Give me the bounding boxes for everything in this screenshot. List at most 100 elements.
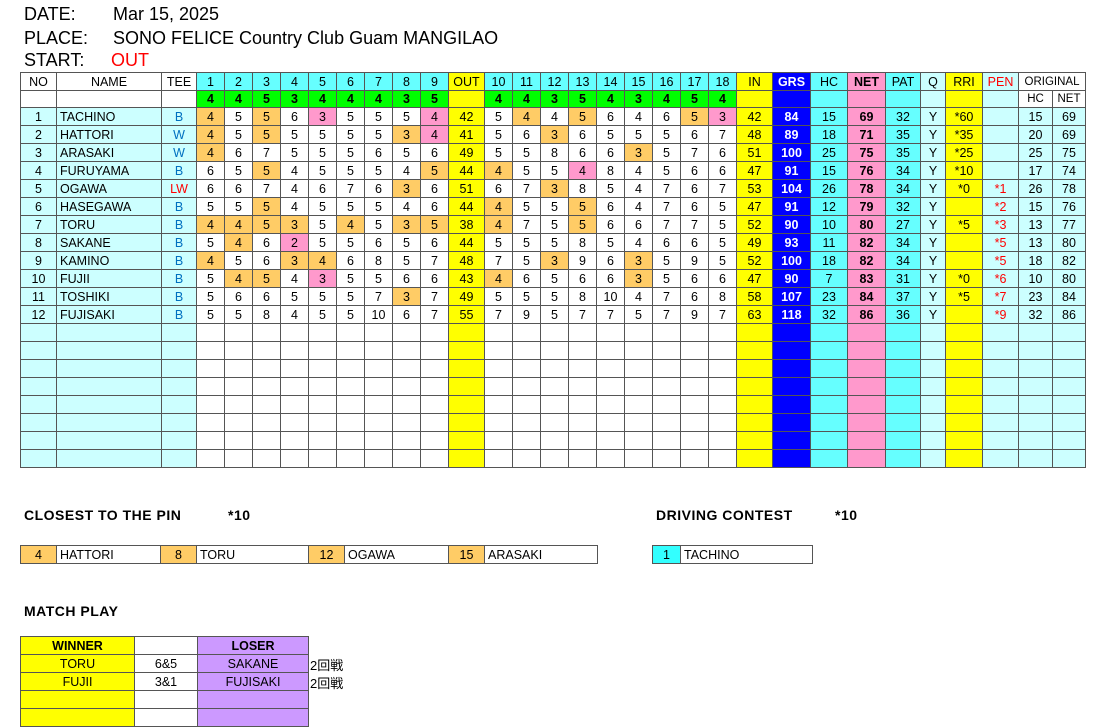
cell [196,431,225,450]
cell [945,323,983,342]
score-cell: 3 [308,269,337,288]
score-cell: 6 [708,143,737,162]
pat-cell: 35 [885,143,921,162]
original-hc-cell [1018,449,1053,468]
cell [252,449,281,468]
cell [336,395,365,414]
cell [56,431,162,450]
winner-header: WINNER [20,636,135,655]
cell [568,449,597,468]
cell [596,359,625,378]
in-cell: 49 [736,233,773,252]
q-cell: Y [920,179,946,198]
score-cell: 6 [596,107,625,126]
hc-cell: 18 [810,125,848,144]
pen-cell: *2 [982,197,1019,216]
column-header: PAT [885,72,921,91]
out-cell: 43 [448,269,485,288]
cell [982,359,1019,378]
cell [252,413,281,432]
net-cell: 71 [847,125,886,144]
cell [448,359,485,378]
no-cell: 5 [20,179,57,198]
score-cell: 5 [196,197,225,216]
score-cell: 5 [252,161,281,180]
score-cell: 5 [364,197,393,216]
column-header: 13 [568,72,597,91]
tee-cell: B [161,251,197,270]
par-blank [161,90,197,108]
column-header: 8 [392,72,421,91]
cell [736,413,773,432]
result-cell: 6&5 [134,654,198,673]
original-hc-cell: 26 [1018,179,1053,198]
cell [772,359,811,378]
column-header: 6 [336,72,365,91]
column-header: 17 [680,72,709,91]
cell [161,377,197,396]
pen-cell [982,107,1019,126]
out-cell: 41 [448,125,485,144]
pat-cell: 34 [885,179,921,198]
cell [596,413,625,432]
cell [540,359,569,378]
score-cell: 6 [652,107,681,126]
cell [20,449,57,468]
original-net-cell: 80 [1052,269,1086,288]
cell [680,395,709,414]
original-net-cell: 75 [1052,143,1086,162]
original-hc-cell: 13 [1018,215,1053,234]
par-cell: 3 [392,90,421,108]
score-cell: 5 [596,179,625,198]
name-cell: TORU [56,215,162,234]
driving-title: DRIVING CONTEST [656,507,793,523]
original-hc-cell: 18 [1018,251,1053,270]
pat-cell: 27 [885,215,921,234]
result-cell: 3&1 [134,672,198,691]
pin-hole: 4 [20,545,57,564]
score-cell: 7 [708,305,737,324]
drive-name: TACHINO [680,545,813,564]
tee-cell: W [161,143,197,162]
in-cell: 47 [736,197,773,216]
cell [56,449,162,468]
in-cell: 53 [736,179,773,198]
score-cell: 5 [224,161,253,180]
par-cell: 4 [484,90,513,108]
q-cell: Y [920,125,946,144]
hc-cell: 12 [810,197,848,216]
score-cell: 5 [196,305,225,324]
match-title: MATCH PLAY [24,603,119,619]
date-label: DATE: [24,4,76,24]
cell [161,359,197,378]
pen-cell: *3 [982,215,1019,234]
score-cell: 4 [420,125,449,144]
cell [708,359,737,378]
original-net-cell: 80 [1052,233,1086,252]
pen-cell: *7 [982,287,1019,306]
cell [885,431,921,450]
score-cell: 8 [364,251,393,270]
score-cell: 4 [196,251,225,270]
out-cell: 55 [448,305,485,324]
cell [810,359,848,378]
loser-cell: SAKANE [197,654,309,673]
column-header: NAME [56,72,162,91]
tee-cell: B [161,269,197,288]
cell [392,413,421,432]
score-cell: 3 [280,251,309,270]
cell [364,431,393,450]
score-cell: 4 [484,197,513,216]
score-cell: 5 [568,215,597,234]
net-cell: 76 [847,161,886,180]
cell [448,413,485,432]
score-cell: 5 [224,197,253,216]
score-cell: 6 [420,197,449,216]
name-cell: HATTORI [56,125,162,144]
no-cell: 3 [20,143,57,162]
score-cell: 3 [624,251,653,270]
cell [945,413,983,432]
score-cell: 4 [336,215,365,234]
score-cell: 10 [364,305,393,324]
cell [652,377,681,396]
